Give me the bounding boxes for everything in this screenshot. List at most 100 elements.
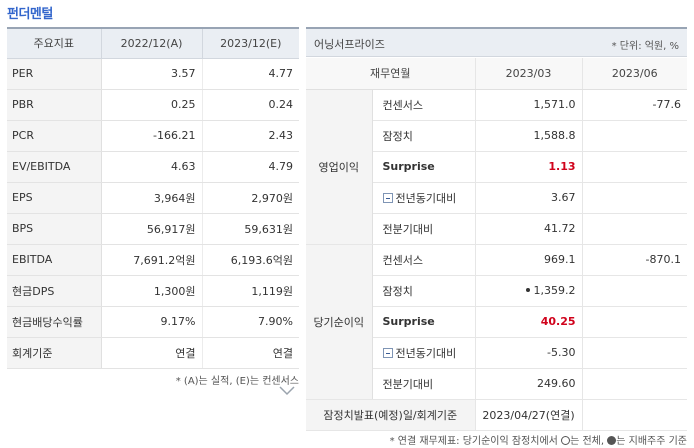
row-label: PCR [7, 120, 102, 152]
left-footnote: * (A)는 실적, (E)는 컨센서스 [175, 376, 299, 387]
value-2023-06 [581, 213, 688, 245]
header-2023-03: 2023/03 [474, 58, 583, 90]
value-estimate: 2,970원 [201, 182, 299, 214]
value-actual: 3.57 [101, 58, 202, 90]
table-row: BPS 56,917원 59,631원 [7, 213, 299, 245]
group-net-income: 당기순이익 [306, 244, 373, 400]
value-actual: 9.17% [101, 306, 202, 338]
note-text: 는 지배주주 기준 [616, 436, 687, 447]
table-row: Surprise 1.13 [306, 151, 688, 183]
earnings-surprise-header: 어닝서프라이즈 * 단위: 억원, % [306, 27, 687, 57]
yoy-row-label[interactable]: 전년동기대비 [372, 337, 476, 369]
value-actual: 연결 [101, 337, 202, 369]
value-estimate: 연결 [201, 337, 299, 369]
value-2023-03: 1,588.8 [474, 120, 583, 152]
table-row: 잠정치발표(예정)일/회계기준 2023/04/27(연결) [306, 399, 688, 431]
row-label: 현금배당수익률 [7, 306, 102, 338]
header-2022-actual: 2022/12(A) [100, 27, 202, 59]
yoy-row-label[interactable]: 전년동기대비 [372, 182, 476, 214]
row-label: 현금DPS [7, 275, 102, 307]
header-2023-estimate: 2023/12(E) [201, 27, 299, 59]
empty-cell [581, 399, 688, 431]
value-2023-03: 969.1 [474, 244, 583, 276]
table-row: Surprise 40.25 [306, 306, 688, 338]
value-actual: 0.25 [101, 89, 202, 121]
note-text: * 연결 재무제표: 당기순이익 잠정치에서 [389, 436, 558, 447]
row-label: EPS [7, 182, 102, 214]
value-actual: -166.21 [101, 120, 202, 152]
header-indicator: 주요지표 [7, 27, 101, 59]
row-label: PER [7, 58, 102, 90]
announcement-date-label: 잠정치발표(예정)일/회계기준 [306, 399, 476, 431]
value-2023-03: 1,571.0 [474, 89, 583, 121]
open-circle-icon [561, 436, 571, 445]
row-label: 전분기대비 [372, 213, 476, 245]
row-label: 컨센서스 [372, 244, 476, 276]
value-2023-06 [581, 337, 688, 369]
row-label: EV/EBITDA [7, 151, 102, 183]
header-fiscal-month: 재무연월 [306, 58, 476, 90]
value-2023-06 [581, 275, 688, 307]
value-2023-06 [581, 182, 688, 214]
table-row: 전년동기대비 -5.30 [306, 337, 688, 369]
value-estimate: 4.79 [201, 151, 299, 183]
value-actual: 1,300원 [101, 275, 202, 307]
earnings-surprise-table: 재무연월 2023/03 2023/06 영업이익 컨센서스 1,571.0 -… [306, 58, 688, 431]
row-label: 컨센서스 [372, 89, 476, 121]
value-2023-06 [581, 120, 688, 152]
value-2023-06: -870.1 [581, 244, 688, 276]
value-actual: 3,964원 [101, 182, 202, 214]
table-row: EBITDA 7,691.2억원 6,193.6억원 [7, 244, 299, 276]
value-actual: 7,691.2억원 [101, 244, 202, 276]
row-label: 전년동기대비 [395, 191, 457, 205]
value-estimate: 1,119원 [201, 275, 299, 307]
value-2023-06 [581, 151, 688, 183]
surprise-value: 40.25 [474, 306, 583, 338]
value-2023-06: -77.6 [581, 89, 688, 121]
row-label: 전분기대비 [372, 368, 476, 400]
row-label: 전년동기대비 [395, 346, 457, 360]
row-label: 잠정치 [372, 120, 476, 152]
value-2023-03: 249.60 [474, 368, 583, 400]
table-row: EV/EBITDA 4.63 4.79 [7, 151, 299, 183]
table-row: 전분기대비 41.72 [306, 213, 688, 245]
row-label: 회계기준 [7, 337, 102, 369]
filled-circle-icon [607, 436, 617, 445]
right-footnote: * 연결 재무제표: 당기순이익 잠정치에서 는 전체, 는 지배주주 기준 [390, 432, 687, 447]
table-row: PBR 0.25 0.24 [7, 89, 299, 121]
key-indicators-table: 주요지표 2022/12(A) 2023/12(E) PER 3.57 4.77 P… [7, 27, 299, 369]
table-row: 잠정치 1,588.8 [306, 120, 688, 152]
row-label: Surprise [372, 306, 476, 338]
value-estimate: 4.77 [201, 58, 299, 90]
surprise-value: 1.13 [474, 151, 583, 183]
table-row: 현금배당수익률 9.17% 7.90% [7, 306, 299, 338]
note-text: 는 전체, [570, 436, 605, 447]
value-estimate: 6,193.6억원 [201, 244, 299, 276]
value-2023-06 [581, 368, 688, 400]
row-label: Surprise [372, 151, 476, 183]
chevron-down-icon[interactable] [279, 385, 295, 397]
section-title: 펀더멘털 [7, 7, 53, 22]
table-row: 현금DPS 1,300원 1,119원 [7, 275, 299, 307]
row-label: PBR [7, 89, 102, 121]
value-2023-06 [581, 306, 688, 338]
panel-title: 어닝서프라이즈 [314, 38, 385, 51]
value-2023-03: 41.72 [474, 213, 583, 245]
unit-label: * 단위: 억원, % [611, 41, 679, 52]
table-row: 전년동기대비 3.67 [306, 182, 688, 214]
table-row: PCR -166.21 2.43 [7, 120, 299, 152]
value-2023-03: 3.67 [474, 182, 583, 214]
row-label: BPS [7, 213, 102, 245]
value-estimate: 2.43 [201, 120, 299, 152]
collapse-icon[interactable] [382, 347, 393, 358]
group-operating-profit: 영업이익 [306, 89, 373, 245]
collapse-icon[interactable] [382, 192, 393, 203]
table-row: 회계기준 연결 연결 [7, 337, 299, 369]
value-actual: 4.63 [101, 151, 202, 183]
value-actual: 56,917원 [101, 213, 202, 245]
value-text: 1,359.2 [533, 284, 576, 297]
controlling-shareholder-dot-icon [525, 288, 530, 292]
header-2023-06: 2023/06 [581, 58, 688, 90]
table-row: 전분기대비 249.60 [306, 368, 688, 400]
announcement-date-value: 2023/04/27(연결) [474, 399, 583, 431]
